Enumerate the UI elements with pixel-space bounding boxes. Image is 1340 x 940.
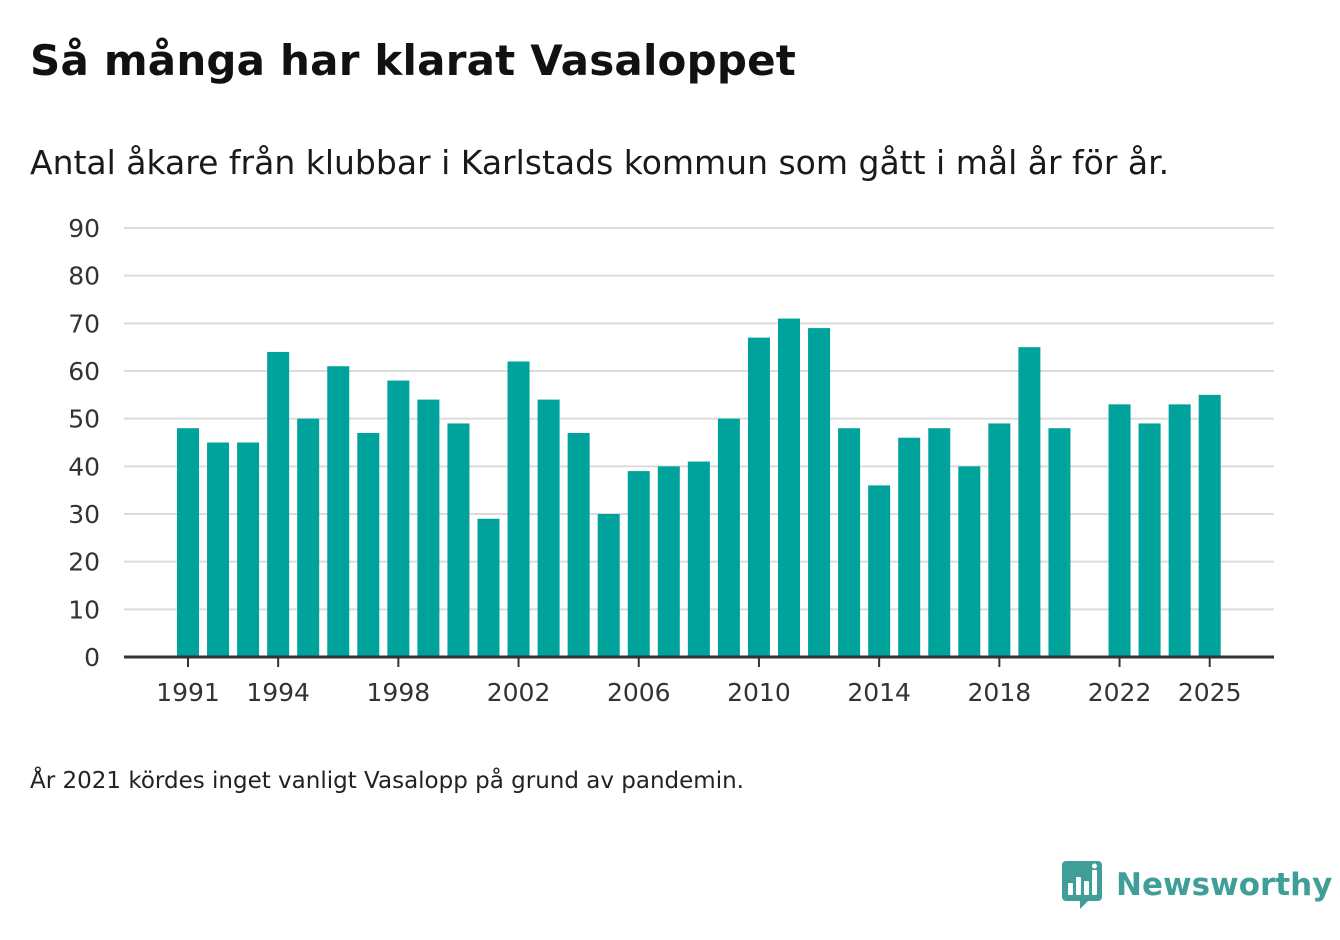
x-tick-label-1998: 1998 xyxy=(367,678,431,707)
bar-2020 xyxy=(1048,428,1071,657)
bar-2008 xyxy=(687,461,710,657)
bar-2015 xyxy=(898,437,921,657)
x-axis-ticks: 1991 1994 1998 2002 2006 2010 2014 2018 2022 2025 xyxy=(156,657,1242,707)
x-tick-label-1994: 1994 xyxy=(246,678,310,707)
x-tick-label-2022: 2022 xyxy=(1088,678,1152,707)
bars xyxy=(177,318,1221,657)
y-tick-label-80: 80 xyxy=(68,262,100,291)
bar-2013 xyxy=(838,428,861,657)
footnote: År 2021 kördes inget vanligt Vasalopp på… xyxy=(30,768,744,794)
newsworthy-logo-icon xyxy=(1062,861,1102,909)
bar-1991 xyxy=(177,428,199,657)
bar-2006 xyxy=(627,471,650,657)
bar-2010 xyxy=(747,337,770,657)
y-tick-label-0: 0 xyxy=(84,643,100,672)
bar-2024 xyxy=(1168,404,1191,657)
bar-1999 xyxy=(417,399,440,657)
x-tick-label-2018: 2018 xyxy=(968,678,1032,707)
bar-2017 xyxy=(958,466,981,657)
bar-2014 xyxy=(868,485,891,657)
y-tick-label-20: 20 xyxy=(68,548,100,577)
bar-2016 xyxy=(928,428,951,657)
bar-2011 xyxy=(778,318,800,657)
bar-2023 xyxy=(1138,423,1161,657)
bar-1994 xyxy=(267,351,290,657)
bar-2007 xyxy=(657,466,680,657)
brand-name: Newsworthy xyxy=(1116,867,1333,903)
bar-2018 xyxy=(988,423,1011,657)
x-tick-label-2014: 2014 xyxy=(847,678,911,707)
y-tick-label-50: 50 xyxy=(68,405,100,434)
chart-subtitle: Antal åkare från klubbar i Karlstads kom… xyxy=(30,143,1170,182)
bar-2000 xyxy=(447,423,470,657)
bar-1992 xyxy=(207,442,230,657)
bar-2004 xyxy=(567,432,590,657)
bar-2003 xyxy=(537,399,560,657)
bar-2012 xyxy=(808,328,831,657)
bar-2025 xyxy=(1198,394,1221,657)
x-tick-label-2006: 2006 xyxy=(607,678,671,707)
x-tick-label-2025: 2025 xyxy=(1178,678,1242,707)
bar-2019 xyxy=(1018,347,1041,657)
y-tick-label-40: 40 xyxy=(68,452,100,481)
y-tick-label-70: 70 xyxy=(68,309,100,338)
brand-logo[interactable]: Newsworthy xyxy=(1062,860,1332,910)
bar-1997 xyxy=(357,432,380,657)
y-tick-label-10: 10 xyxy=(68,595,100,624)
bar-1998 xyxy=(387,380,410,657)
x-tick-label-2002: 2002 xyxy=(487,678,551,707)
y-tick-label-30: 30 xyxy=(68,500,100,529)
chart-title: Så många har klarat Vasaloppet xyxy=(30,36,797,85)
bar-2002 xyxy=(507,361,530,657)
y-tick-label-90: 90 xyxy=(68,214,100,243)
bar-2022 xyxy=(1108,404,1131,657)
bar-2009 xyxy=(717,418,740,657)
bar-2001 xyxy=(477,518,500,657)
bar-1996 xyxy=(327,366,350,657)
bar-chart: 0 10 20 30 40 50 60 70 80 90 1991 1994 1998 2002 2006… xyxy=(68,214,1274,707)
y-axis-labels: 0 10 20 30 40 50 60 70 80 90 xyxy=(68,214,100,672)
y-tick-label-60: 60 xyxy=(68,357,100,386)
x-tick-label-2010: 2010 xyxy=(727,678,791,707)
bar-1995 xyxy=(297,418,320,657)
bar-2005 xyxy=(597,514,620,657)
bar-1993 xyxy=(237,442,260,657)
x-tick-label-1991: 1991 xyxy=(156,678,220,707)
